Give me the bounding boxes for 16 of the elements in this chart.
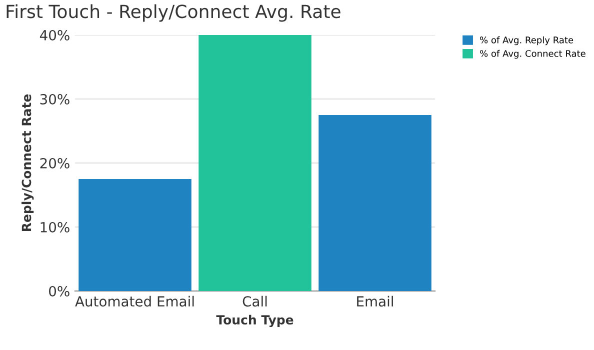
legend-label: % of Avg. Reply Rate — [480, 36, 574, 46]
legend-label: % of Avg. Connect Rate — [480, 50, 586, 59]
x-tick-label: Automated Email — [75, 296, 194, 307]
x-axis-title: Touch Type — [216, 314, 294, 328]
bar — [78, 179, 192, 291]
y-axis-title: Reply/Connect Rate — [22, 94, 34, 232]
y-tick-label: 0% — [49, 286, 70, 296]
chart-title: First Touch - Reply/Connect Avg. Rate — [6, 4, 340, 22]
y-tick-label: 20% — [40, 158, 70, 168]
y-tick-label: 10% — [40, 222, 70, 232]
y-tick-label: 30% — [40, 94, 70, 104]
y-tick-label: 40% — [40, 30, 70, 40]
bar — [318, 115, 432, 291]
x-tick-label: Email — [357, 296, 393, 307]
x-tick-label: Call — [242, 296, 267, 307]
bar — [198, 35, 312, 291]
